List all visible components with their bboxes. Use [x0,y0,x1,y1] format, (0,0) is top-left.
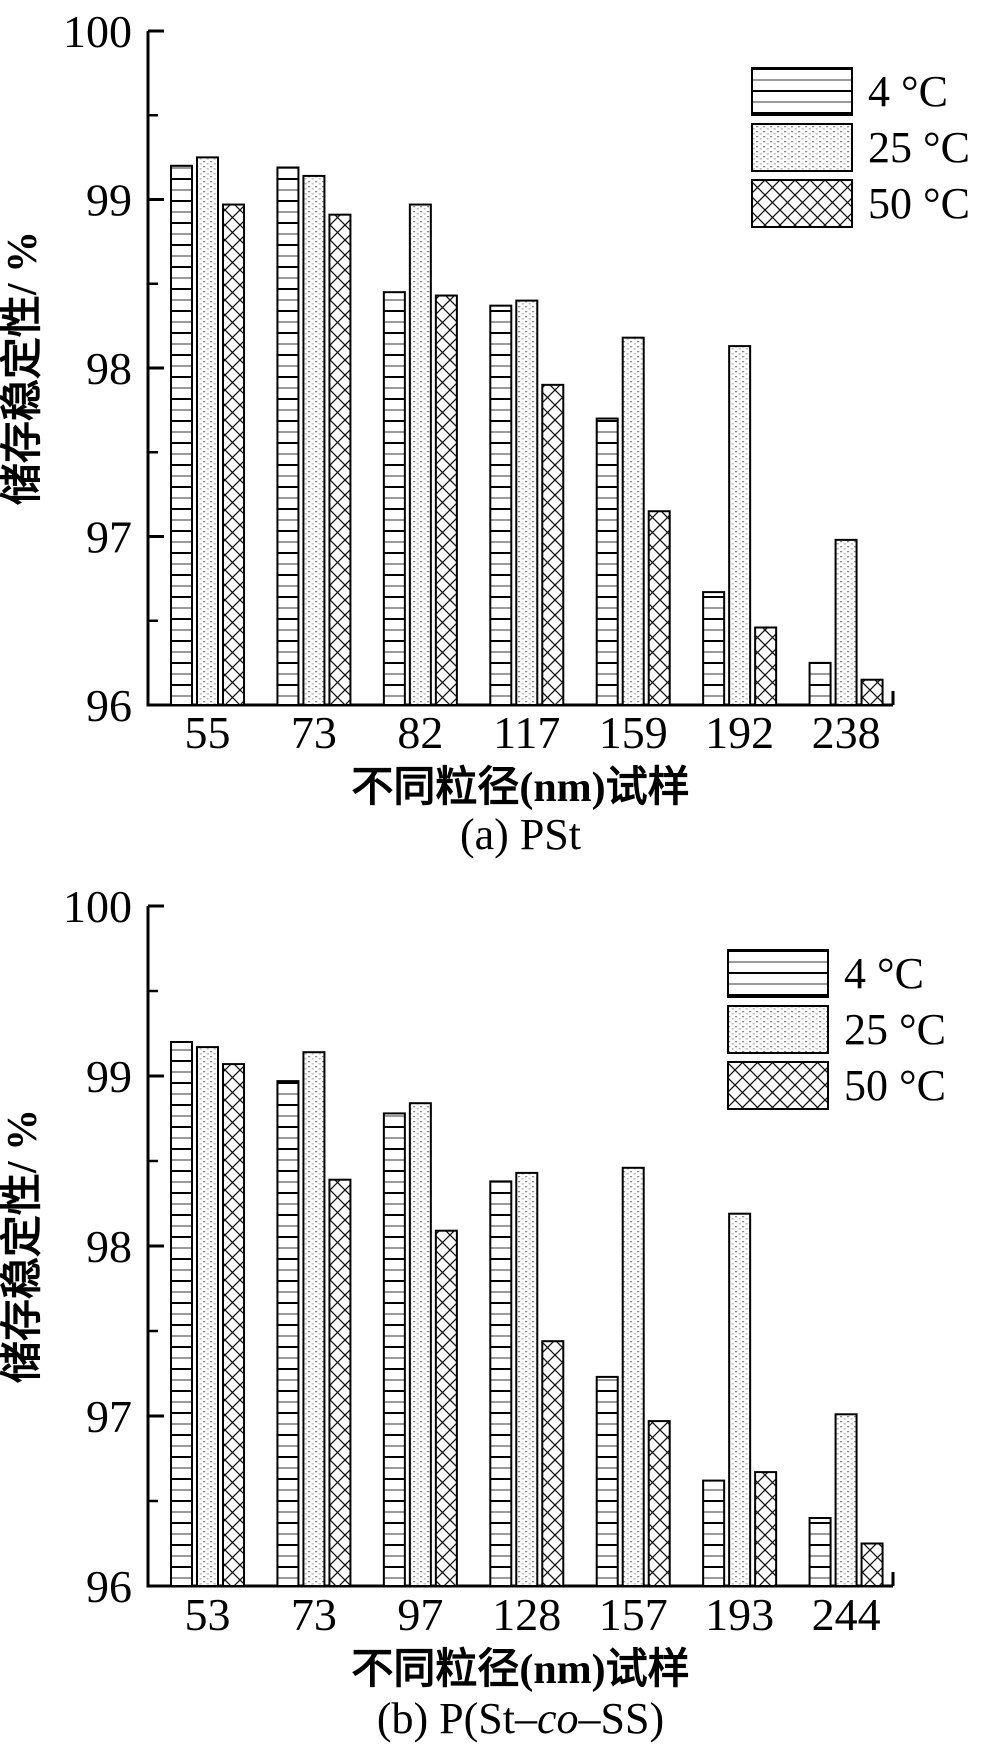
bar-50 °C-157 [647,1420,671,1587]
y-tick-label: 96 [86,680,132,731]
bar-25 °C-117 [515,299,539,706]
bar-25 °C-244 [834,1413,858,1587]
bar-4 °C-73 [276,1080,300,1587]
bar-4 °C-193 [702,1479,726,1587]
y-axis-title: 储存稳定性/ % [0,231,46,505]
x-category-label: 117 [493,707,560,758]
panel-caption: (b) P(St–co–SS) [377,1694,664,1743]
x-category-label: 53 [185,1589,231,1640]
bar-25 °C-193 [728,1212,752,1587]
bar-25 °C-73 [302,1051,326,1587]
legend-swatch-stipple-dots [727,1005,829,1054]
legend-label: 4 °C [868,67,948,116]
y-tick-label: 97 [86,512,132,563]
y-tick-label: 99 [86,1051,132,1102]
x-category-label: 55 [185,707,231,758]
y-tick-label: 100 [63,6,132,57]
bar-4 °C-82 [382,291,406,706]
bar-50 °C-128 [541,1340,565,1588]
legend-label: 25 °C [844,1005,946,1054]
bars: 53 73 97 128 157 193 244 [170,1041,884,1640]
x-category-label: 73 [291,707,337,758]
bar-4 °C-117 [489,304,513,706]
bar-50 °C-97 [434,1229,458,1587]
x-category-label: 193 [705,1589,774,1640]
bar-4 °C-53 [170,1041,193,1587]
axes: 96 97 98 99 100 [63,881,895,1612]
bar-50 °C-73 [328,1178,352,1587]
bar-25 °C-159 [621,336,645,706]
legend-swatch-crosshatch [727,1061,829,1110]
y-axis-title: 储存稳定性/ % [0,1109,46,1383]
bar-4 °C-244 [808,1517,832,1587]
legend-label: 4 °C [844,949,924,998]
bar-4 °C-97 [382,1112,406,1587]
bar-4 °C-55 [170,164,193,707]
x-category-label: 192 [705,707,774,758]
chart-a-pst: 96 97 98 99 100 55 73 82 117 159 192 238 4 °C 25 °C 50… [0,6,970,859]
bar-50 °C-82 [434,294,458,706]
x-category-label: 82 [397,707,443,758]
legend-swatch-crosshatch [751,179,853,228]
bar-25 °C-82 [408,203,432,706]
x-axis-title: 不同粒径(nm)试样 [351,764,689,811]
y-tick-label: 100 [63,881,132,932]
x-category-label: 73 [291,1589,337,1640]
bar-4 °C-73 [276,166,300,707]
bar-4 °C-159 [595,417,619,706]
bar-50 °C-193 [754,1471,778,1587]
bar-50 °C-117 [541,383,565,706]
bar-25 °C-53 [196,1046,219,1588]
bar-50 °C-53 [222,1063,245,1588]
bar-50 °C-244 [860,1542,884,1587]
legend-swatch-stipple-dots [751,123,853,172]
x-category-label: 157 [599,1589,668,1640]
y-tick-label: 99 [86,175,132,226]
bar-50 °C-192 [754,626,778,706]
bar-25 °C-128 [515,1171,539,1587]
bar-25 °C-192 [728,345,752,706]
legend-swatch-horizontal-lines [727,949,829,998]
bar-50 °C-73 [328,213,352,706]
bar-25 °C-238 [834,538,858,706]
panel-caption: (a) PSt [460,810,581,859]
bar-25 °C-157 [621,1166,645,1587]
axes: 96 97 98 99 100 [63,6,895,731]
y-tick-label: 96 [86,1561,132,1612]
bars: 55 73 82 117 159 192 238 [170,156,884,758]
bar-25 °C-97 [408,1102,432,1587]
x-category-label: 159 [599,707,668,758]
legend: 4 °C 25 °C 50 °C [727,949,946,1110]
bar-4 °C-128 [489,1180,513,1587]
x-category-label: 238 [812,707,881,758]
chart-b-pst-co-ss: 96 97 98 99 100 53 73 97 128 157 193 244 4 °C 25 °C 50… [0,881,946,1743]
legend-label: 50 °C [868,179,970,228]
y-tick-label: 97 [86,1391,132,1442]
legend-swatch-horizontal-lines [751,67,853,116]
x-category-label: 128 [492,1589,561,1640]
bar-50 °C-55 [222,203,245,706]
bar-4 °C-157 [595,1375,619,1588]
legend: 4 °C 25 °C 50 °C [751,67,970,228]
x-category-label: 244 [812,1589,881,1640]
bar-4 °C-192 [702,591,726,706]
legend-label: 50 °C [844,1061,946,1110]
y-tick-label: 98 [86,1221,132,1272]
y-tick-label: 98 [86,343,132,394]
bar-25 °C-73 [302,174,326,707]
legend-label: 25 °C [868,123,970,172]
x-category-label: 97 [397,1589,443,1640]
bar-25 °C-55 [196,156,219,706]
x-axis-title: 不同粒径(nm)试样 [351,1646,689,1693]
bar-50 °C-238 [860,678,884,706]
bar-4 °C-238 [808,661,832,706]
bar-50 °C-159 [647,510,671,706]
